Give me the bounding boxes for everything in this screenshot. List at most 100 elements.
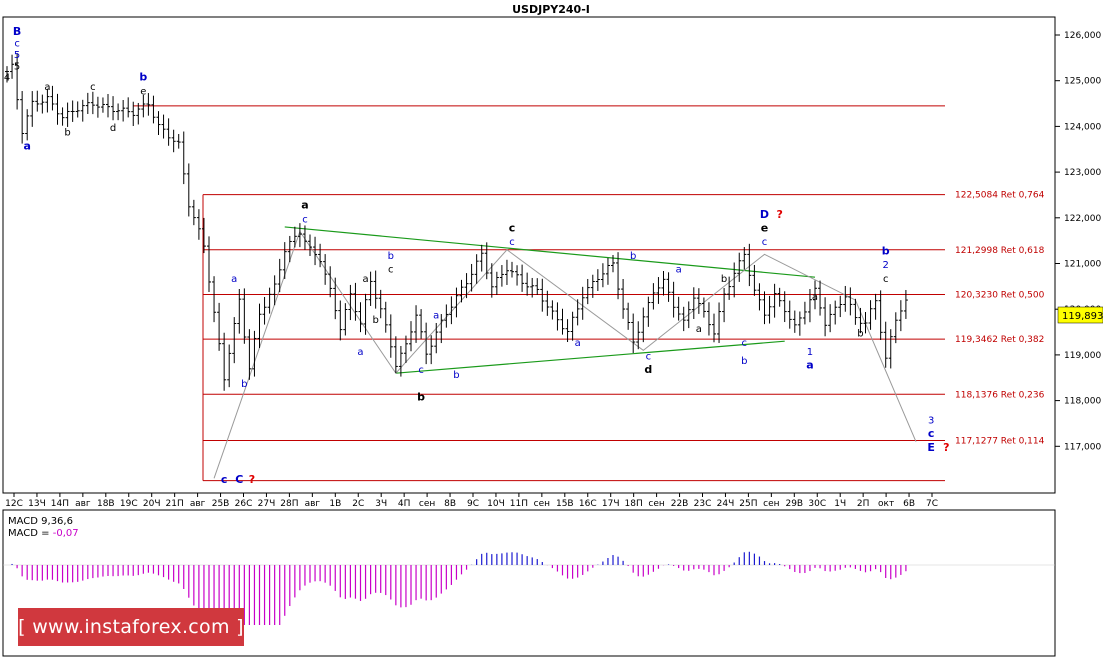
wave-label-18: b	[388, 251, 394, 262]
price-bar	[146, 93, 151, 116]
price-bar	[50, 85, 55, 111]
price-bar	[20, 91, 25, 144]
wave-label-3: 5	[14, 61, 20, 72]
price-bar	[10, 54, 15, 79]
price-bar	[585, 278, 590, 305]
wave-label-28: b	[630, 251, 636, 262]
price-bar	[242, 288, 247, 344]
price-bar	[777, 287, 782, 307]
x-tick-label-3: авг	[75, 499, 91, 509]
price-bar	[398, 345, 403, 377]
price-bar	[212, 276, 217, 323]
y-tick-label-4: 122,000	[1064, 214, 1101, 224]
watermark: [ www.instaforex.com ]	[18, 608, 244, 646]
price-bar	[520, 264, 525, 292]
wave-label-24: b	[453, 370, 459, 381]
wave-label-33: b	[721, 274, 727, 285]
y-tick-label-7: 119,000	[1064, 351, 1101, 361]
price-bar	[515, 265, 520, 286]
x-tick-label-35: 30С	[808, 499, 826, 509]
wave-label-25: c	[509, 222, 516, 235]
price-bar	[590, 274, 595, 298]
wave-label-36: D	[760, 208, 769, 221]
wave-label-22: b	[417, 391, 425, 404]
price-bar	[605, 257, 610, 285]
price-bar	[636, 321, 641, 350]
price-bar	[181, 131, 186, 185]
price-bar	[807, 288, 812, 323]
wave-label-32: a	[696, 324, 702, 335]
macd-plot-frame	[2, 509, 1056, 657]
x-tick-label-23: сен	[534, 499, 550, 509]
price-bar	[348, 284, 353, 321]
price-bar	[126, 97, 131, 118]
price-bar	[722, 287, 727, 323]
x-tick-label-25: 16С	[579, 499, 597, 509]
price-bar	[121, 100, 126, 122]
price-bar	[903, 289, 908, 319]
price-bar	[621, 278, 626, 319]
price-bar	[207, 236, 211, 292]
x-tick-label-17: 4П	[398, 499, 411, 509]
price-bar	[439, 314, 444, 344]
price-bar	[762, 291, 767, 325]
x-tick-label-24: 15В	[556, 499, 574, 509]
price-bar	[616, 252, 621, 300]
y-tick-label-1: 125,000	[1064, 77, 1101, 87]
price-bar	[449, 296, 454, 325]
price-bar	[313, 236, 318, 266]
price-bar	[540, 278, 545, 312]
wave-label-52: C	[235, 473, 243, 486]
wave-label-38: e	[761, 222, 768, 235]
wave-label-46: c	[883, 274, 889, 285]
price-bar	[474, 254, 479, 284]
price-bar	[161, 114, 166, 139]
wave-label-26: c	[509, 237, 515, 248]
price-bar	[151, 95, 156, 124]
price-bar	[676, 296, 681, 321]
price-bar	[510, 261, 514, 278]
x-tick-label-8: авг	[190, 499, 206, 509]
x-tick-label-28: сен	[648, 499, 664, 509]
price-bar	[237, 289, 242, 334]
price-bar	[853, 298, 858, 325]
price-bar	[484, 242, 489, 280]
price-bar	[409, 321, 413, 352]
price-bar	[232, 317, 237, 364]
y-tick-label-9: 117,000	[1064, 442, 1101, 452]
wave-label-1: c	[14, 38, 20, 49]
price-bar	[328, 266, 333, 298]
x-tick-label-30: 23С	[694, 499, 712, 509]
x-tick-label-31: 24Ч	[717, 499, 735, 509]
level-label-5: 118,1376 Ret 0,236	[955, 390, 1045, 400]
price-bar	[297, 223, 302, 248]
price-bar	[656, 277, 661, 304]
x-tick-label-26: 17Ч	[602, 499, 620, 509]
x-tick-label-39: 6В	[903, 499, 915, 509]
price-bar	[823, 297, 828, 337]
price-bar	[858, 307, 863, 334]
wave-label-2: 5	[14, 50, 20, 61]
wave-label-16: a	[362, 274, 368, 285]
x-tick-label-18: сен	[419, 499, 435, 509]
price-bar	[424, 322, 429, 365]
price-bar	[434, 322, 439, 354]
last-price-tag	[1057, 306, 1103, 324]
price-bar	[686, 301, 691, 329]
price-bar	[302, 225, 307, 250]
wave-label-49: E	[927, 441, 935, 454]
wave-label-7: b	[64, 128, 70, 139]
price-bar	[55, 93, 60, 125]
price-bar	[868, 300, 873, 330]
x-tick-label-36: 1Ч	[834, 499, 846, 509]
wave-label-31: a	[676, 265, 682, 276]
price-bar	[338, 300, 343, 341]
price-bar	[454, 287, 459, 318]
x-tick-label-1: 13Ч	[28, 499, 46, 509]
price-bar	[883, 321, 888, 368]
x-tick-label-10: 26С	[235, 499, 253, 509]
price-bar	[429, 335, 434, 365]
x-tick-label-29: 22В	[671, 499, 689, 509]
x-tick-label-13: авг	[305, 499, 321, 509]
x-tick-label-16: 3Ч	[375, 499, 387, 509]
